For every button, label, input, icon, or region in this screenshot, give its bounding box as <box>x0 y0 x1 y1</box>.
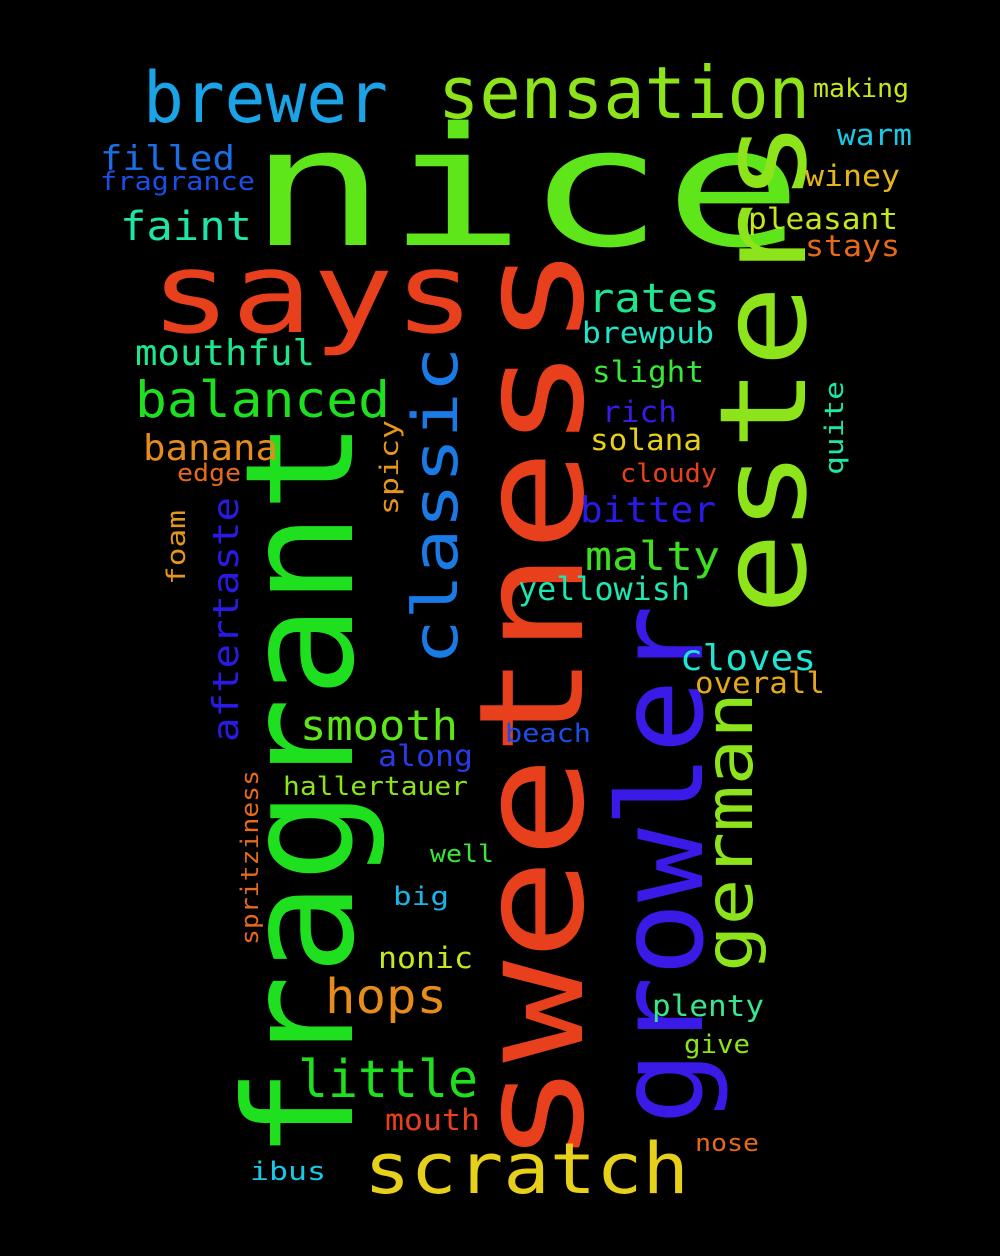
word-rich: rich <box>602 395 677 429</box>
word-sweetness: sweetness <box>448 245 617 1165</box>
word-mouth: mouth <box>385 1103 480 1137</box>
word-spritziness: spritziness <box>236 770 264 945</box>
word-ibus: ibus <box>250 1157 326 1187</box>
word-hops: hops <box>325 969 447 1025</box>
word-nonic: nonic <box>378 941 473 975</box>
word-brewer: brewer <box>143 57 388 139</box>
word-says: says <box>150 229 475 359</box>
word-faint: faint <box>120 204 252 250</box>
word-cloves: cloves <box>680 638 816 679</box>
word-fragrant: fragrant <box>214 420 388 1160</box>
word-solana: solana <box>590 423 702 457</box>
word-pleasant: pleasant <box>748 202 898 236</box>
word-slight: slight <box>592 355 704 389</box>
word-stays: stays <box>805 229 900 263</box>
word-foam: foam <box>162 510 192 585</box>
word-nice: nice <box>248 92 803 284</box>
word-little: little <box>298 1050 478 1110</box>
word-scratch: scratch <box>364 1128 689 1210</box>
word-sensation: sensation <box>438 51 810 135</box>
word-big: big <box>393 882 449 912</box>
word-brewpub: brewpub <box>582 316 714 350</box>
word-overall: overall <box>695 666 825 700</box>
word-quite: quite <box>820 381 850 475</box>
word-edge: edge <box>177 459 241 487</box>
word-nose: nose <box>695 1129 759 1157</box>
word-german: german <box>691 692 768 972</box>
word-growler: growler <box>592 605 730 1125</box>
word-esters: esters <box>695 120 834 615</box>
word-mouthful: mouthful <box>135 333 315 374</box>
word-along: along <box>378 739 473 773</box>
word-balanced: balanced <box>135 371 390 429</box>
word-rates: rates <box>588 276 720 322</box>
word-making: making <box>813 74 909 104</box>
word-banana: banana <box>143 428 278 469</box>
word-well: well <box>430 840 494 868</box>
word-bitter: bitter <box>580 490 716 531</box>
word-yellowish: yellowish <box>518 570 690 608</box>
word-cloudy: cloudy <box>620 459 717 489</box>
word-plenty: plenty <box>652 989 764 1023</box>
word-aftertaste: aftertaste <box>206 497 247 742</box>
word-winey: winey <box>805 159 900 193</box>
word-warm: warm <box>837 118 912 152</box>
word-give: give <box>684 1030 750 1060</box>
word-smooth: smooth <box>300 701 458 750</box>
word-beach: beach <box>505 719 591 749</box>
word-spicy: spicy <box>375 420 405 515</box>
word-hallertauer: hallertauer <box>283 772 468 802</box>
word-fragrance: fragrance <box>100 167 255 197</box>
word-classic: classic <box>399 347 472 665</box>
word-malty: malty <box>585 534 720 580</box>
word-filled: filled <box>100 139 235 179</box>
